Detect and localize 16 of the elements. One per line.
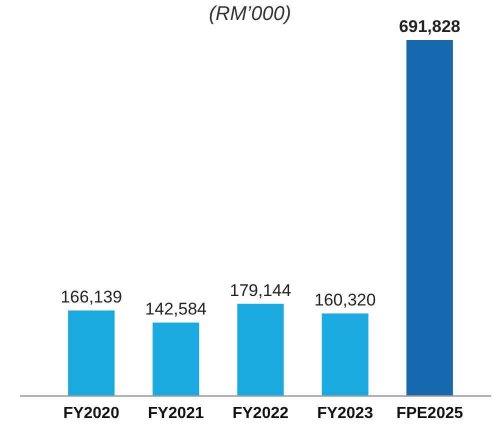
bar xyxy=(237,304,284,396)
x-tick-label: FY2022 xyxy=(232,405,289,422)
bar xyxy=(406,40,453,396)
x-tick-label: FY2020 xyxy=(63,405,120,422)
bar xyxy=(68,310,115,396)
x-tick-label: FY2023 xyxy=(317,405,374,422)
data-label: 179,144 xyxy=(230,280,292,300)
x-tick-label: FPE2025 xyxy=(396,405,464,422)
bar xyxy=(322,314,368,396)
data-label: 142,584 xyxy=(145,300,207,319)
data-label: 166,139 xyxy=(60,288,122,307)
data-label: 160,320 xyxy=(314,290,376,310)
data-label: 691,828 xyxy=(398,17,460,36)
x-tick-label: FY2021 xyxy=(148,405,204,422)
bar xyxy=(152,322,200,396)
chart-title: (RM’000) xyxy=(208,3,292,25)
